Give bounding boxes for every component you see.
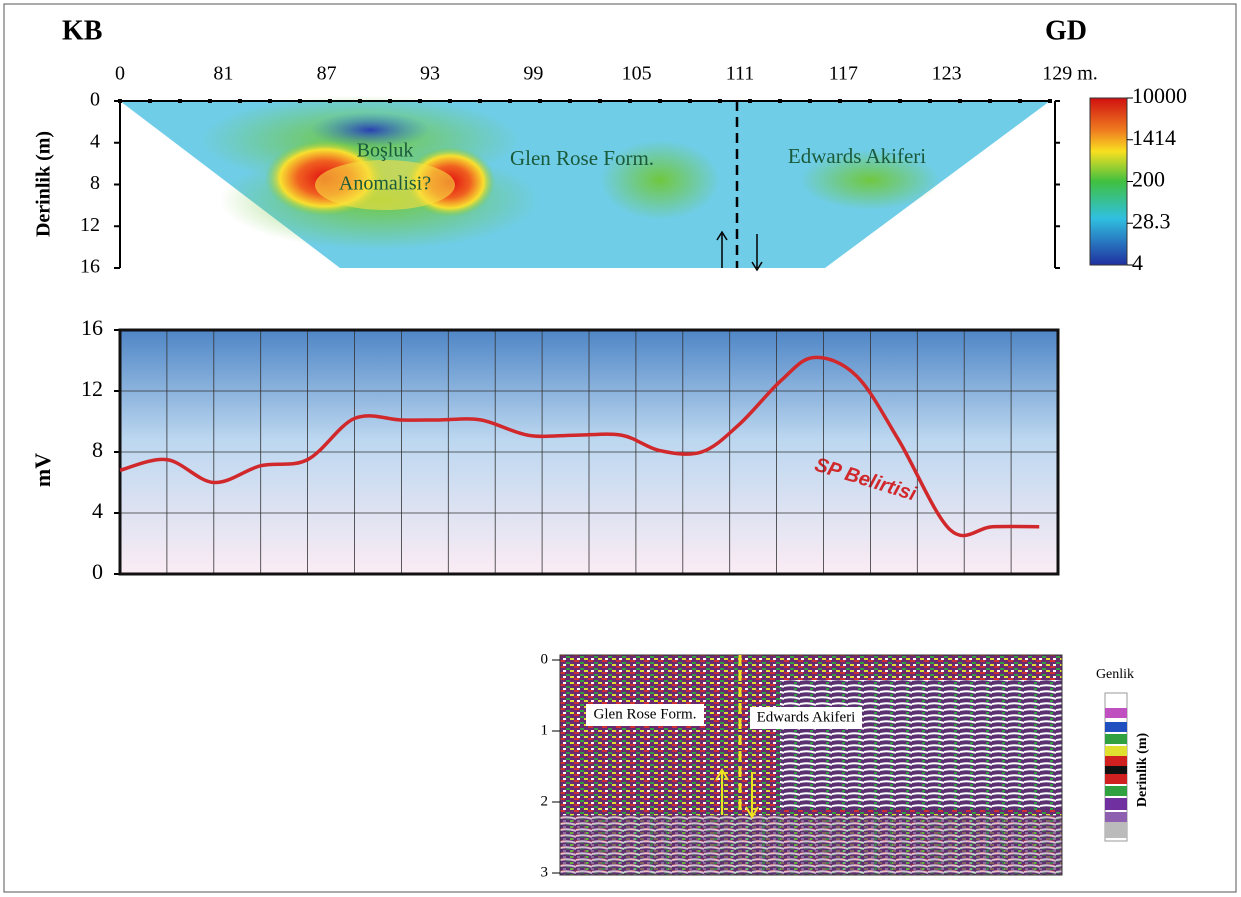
colorbar [1089,97,1128,266]
electrode [868,99,872,103]
annotation: Glen Rose Form. [594,706,697,722]
electrode [178,99,182,103]
annotation: Anomalisi? [339,173,431,195]
annotation: Edwards Akiferi [788,144,926,168]
plot-border [118,328,1060,576]
electrode [298,99,302,103]
x-tick-label: 81 [213,63,233,85]
electrode [208,99,212,103]
electrode [538,99,542,103]
electrode [238,99,242,103]
y-tick-label: 16 [80,256,100,278]
fault-arrows [716,230,763,272]
electrode [418,99,422,103]
y-axis-label: Derinlik (m) [1135,733,1150,808]
x-tick-label: 123 [932,63,962,85]
y-tick-label: 0 [90,89,100,111]
y-tick-label: 12 [81,376,103,401]
x-tick-label: 111 [726,63,755,85]
colorbar-tick-label: 28.3 [1132,208,1171,233]
y-axis-label: Derinlik (m) [33,131,55,237]
fault-arrows [715,768,759,819]
electrode [598,99,602,103]
electrode [478,99,482,103]
electrode [388,99,392,103]
electrode [1018,99,1022,103]
y-tick-label: 4 [92,498,103,523]
x-tick-label: 117 [829,63,858,85]
electrode [268,99,272,103]
left-label: KB [62,15,102,46]
amplitude-legend [1104,692,1128,842]
electrode [748,99,752,103]
y-axis-label: mV [30,453,55,487]
x-tick-label: 93 [420,63,440,85]
annotation: Edwards Akiferi [757,709,856,725]
electrode [1048,99,1052,103]
y-tick-label: 2 [541,793,549,809]
frame [3,3,1237,893]
y-tick-label: 4 [90,130,100,152]
electrode [838,99,842,103]
electrode [958,99,962,103]
electrode [358,99,362,103]
y-tick-label: 0 [92,559,103,584]
x-tick-label: 0 [115,63,125,85]
electrode [568,99,572,103]
x-tick-label: 99 [523,63,543,85]
x-tick-label: 105 [622,63,652,85]
electrode [808,99,812,103]
annotation: Glen Rose Form. [510,146,654,170]
label-box [586,704,704,726]
y-tick-label: 8 [92,437,103,462]
y-tick-label: 1 [541,722,549,738]
colorbar-tick-label: 200 [1132,167,1165,192]
radargram [559,654,1063,876]
electrode [778,99,782,103]
x-tick-label: 129 m. [1042,63,1098,85]
electrode [658,99,662,103]
line [119,355,1040,538]
electrode [898,99,902,103]
electrode [148,99,152,103]
electrode [508,99,512,103]
y-tick-label: 8 [90,172,100,194]
y-tick-label: 3 [541,864,549,880]
electrode [928,99,932,103]
y-tick-label: 0 [541,651,549,667]
label-box [750,707,862,729]
electrode [448,99,452,103]
y-tick-label: 12 [80,214,100,236]
electrode [628,99,632,103]
y-tick-label: 16 [81,315,103,340]
colorbar-tick-label: 1414 [1132,125,1176,150]
annotation: Boşluk [357,140,414,162]
legend-title: Genlik [1096,667,1134,682]
electrode [718,99,722,103]
electrode [988,99,992,103]
electrode [328,99,332,103]
x-tick-label: 87 [317,63,337,85]
resistivity-section [120,95,1050,268]
colorbar-tick-label: 10000 [1132,83,1187,108]
electrode [688,99,692,103]
colorbar-tick-label: 4 [1132,250,1143,275]
right-label: GD [1045,15,1087,46]
